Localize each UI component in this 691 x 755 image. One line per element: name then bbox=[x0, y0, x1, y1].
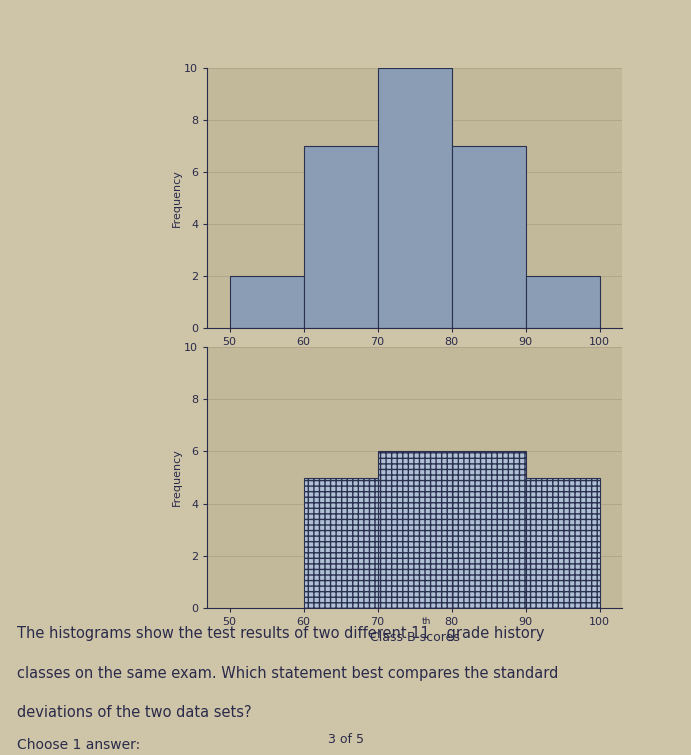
Text: The histograms show the test results of two different 11: The histograms show the test results of … bbox=[17, 627, 430, 642]
Text: 3 of 5: 3 of 5 bbox=[328, 733, 363, 747]
X-axis label: Class B scores: Class B scores bbox=[370, 631, 460, 644]
Bar bbox=[526, 478, 600, 608]
Text: classes on the same exam. Which statement best compares the standard: classes on the same exam. Which statemen… bbox=[17, 666, 558, 680]
Bar bbox=[377, 451, 452, 608]
Text: grade history: grade history bbox=[442, 627, 545, 642]
Text: th: th bbox=[422, 617, 431, 626]
Bar bbox=[452, 146, 526, 328]
Bar bbox=[303, 478, 377, 608]
Bar bbox=[526, 276, 600, 328]
Bar bbox=[377, 68, 452, 328]
Text: Choose 1 answer:: Choose 1 answer: bbox=[17, 738, 140, 752]
Bar bbox=[452, 451, 526, 608]
Y-axis label: Frequency: Frequency bbox=[171, 169, 182, 227]
Y-axis label: Frequency: Frequency bbox=[171, 448, 182, 507]
X-axis label: Class A scores: Class A scores bbox=[370, 352, 460, 365]
Text: deviations of the two data sets?: deviations of the two data sets? bbox=[17, 704, 252, 720]
Bar bbox=[303, 146, 377, 328]
Bar bbox=[229, 276, 303, 328]
